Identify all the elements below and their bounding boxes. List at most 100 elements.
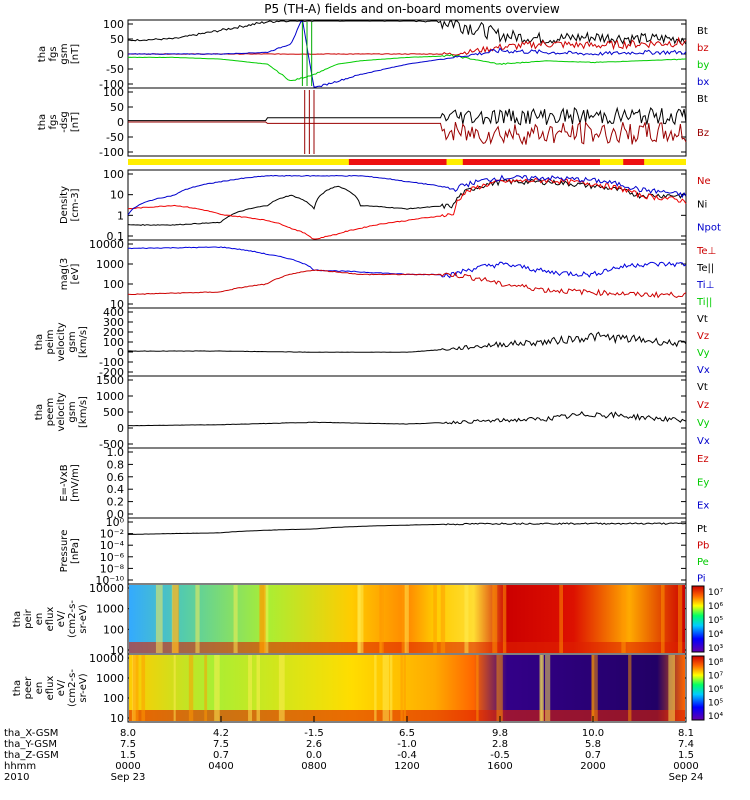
legend-entry: bx	[697, 77, 709, 88]
series-bx	[127, 20, 687, 88]
legend-entry: Pi	[697, 574, 706, 585]
x-axis-value: 7.4	[678, 739, 694, 750]
y-axis-label: [nT]	[70, 44, 81, 64]
spectrogram-streak	[248, 655, 253, 721]
y-tick-label: 0.6	[107, 471, 125, 484]
spectrogram-streak	[668, 655, 675, 721]
panel-density: 100 10 1 0.1 Density [cm-3] Ne Ni Npot	[59, 168, 721, 243]
y-tick-label: 10000	[89, 238, 124, 251]
spectrogram-streak	[389, 655, 393, 721]
spectrogram-streak	[476, 655, 479, 721]
y-axis-label: fgs	[48, 46, 59, 61]
legend-entry: Ti||	[696, 297, 712, 308]
y-tick-label: 100	[103, 692, 124, 705]
spectrogram-streak	[233, 585, 238, 653]
spectrogram-streak	[256, 655, 260, 721]
y-axis-label: [km/s]	[78, 326, 89, 358]
y-tick-label: 10000	[89, 652, 124, 665]
colorbar-tick-label: 10⁷	[708, 588, 723, 598]
y-tick-label: 10⁻⁸	[100, 562, 125, 575]
y-tick-label: 10	[110, 644, 124, 657]
y-tick-label: 0.4	[107, 483, 125, 496]
spectrogram-streak	[403, 655, 406, 721]
y-tick-label: 0	[117, 346, 124, 359]
spectrogram-streak	[502, 585, 507, 653]
spectrogram-streak	[382, 655, 389, 721]
spectrogram-streak	[358, 585, 364, 653]
y-axis-label: peim	[45, 329, 56, 354]
y-tick-label: 100	[103, 623, 124, 636]
series-ne	[127, 177, 687, 240]
y-tick-label: 0	[117, 48, 124, 61]
x-axis-value: 7.5	[213, 739, 229, 750]
colorbar-tick-label: 10⁵	[708, 616, 723, 626]
spectrogram-streak	[141, 655, 146, 721]
y-tick-label: 10000	[89, 582, 124, 595]
y-tick-label: 0	[117, 116, 124, 129]
y-axis-label: sr-eV)	[78, 604, 89, 633]
panel-peir: 10000 1000 100 10 tha peir en eflux eV/(cm2-s-sr…	[12, 582, 723, 657]
x-axis-value: 0400	[208, 761, 233, 772]
y-tick-label: 200	[103, 326, 124, 339]
colorbar-tick-label: 10⁵	[708, 699, 723, 709]
spectrogram-streak	[404, 585, 409, 653]
colorbar	[691, 655, 705, 721]
panel-frame	[127, 447, 687, 519]
y-tick-label: -50	[106, 63, 124, 76]
colorbar	[691, 585, 705, 653]
series-bz	[127, 36, 687, 56]
y-axis-label: [km/s]	[78, 396, 89, 428]
y-axis-label: velocity	[56, 322, 67, 361]
spectrogram-streak	[379, 585, 384, 653]
y-axis-label: (cm2-s-	[67, 669, 78, 707]
colorbar-tick-label: 10³	[708, 644, 723, 654]
spectrogram-streak	[540, 655, 544, 721]
spectrogram-band	[129, 710, 685, 721]
y-axis-label: tha	[37, 114, 48, 130]
colorbar-tick-label: 10⁴	[708, 630, 723, 640]
x-axis-value: 8.1	[678, 728, 694, 739]
y-axis-label: eV/	[56, 610, 67, 627]
legend-entry: Vy	[697, 348, 710, 359]
x-axis-value: 0.7	[213, 750, 229, 761]
spectrogram-streak	[195, 585, 200, 653]
y-tick-label: 10⁻⁴	[100, 539, 125, 552]
y-tick-label: 1000	[96, 390, 124, 403]
y-tick-label: 10⁻⁶	[100, 551, 125, 564]
x-axis-value: 2.6	[306, 739, 322, 750]
y-axis-label: tha	[12, 680, 23, 696]
y-axis-label: [nPa]	[70, 538, 81, 564]
y-axis-label: Density	[59, 186, 70, 224]
y-tick-label: 1.0	[107, 446, 125, 459]
y-tick-label: 0	[117, 422, 124, 435]
legend-entry: Vt	[697, 314, 708, 325]
y-tick-label: -500	[99, 438, 124, 451]
spectrogram-streak	[260, 585, 266, 653]
legend-entry: Pt	[697, 524, 707, 535]
legend-entry: Ex	[697, 501, 709, 512]
series-vt-peim	[127, 331, 687, 353]
x-axis-value: 7.5	[120, 739, 136, 750]
spectrogram-streak	[278, 655, 285, 721]
legend-entry: Bz	[697, 128, 709, 139]
y-tick-label: 100	[103, 86, 124, 99]
x-axis-value: 9.8	[492, 728, 508, 739]
legend-entry: Vx	[697, 436, 710, 447]
legend-entry: Bt	[697, 94, 708, 105]
spectrogram-streak	[559, 585, 564, 653]
legend-entry: Npot	[697, 223, 721, 234]
panel-frame	[127, 375, 687, 449]
spectrogram-streak	[496, 655, 503, 721]
series-field-component	[128, 106, 687, 126]
x-axis-value: -1.0	[397, 739, 417, 750]
spectrogram-streak	[155, 585, 163, 653]
legend-entry: Ey	[697, 477, 709, 488]
colorbar-tick-label: 10⁴	[708, 712, 723, 722]
legend-entry: Pb	[697, 541, 709, 552]
x-axis-value: 1.5	[678, 750, 694, 761]
y-tick-label: 50	[110, 101, 124, 114]
y-tick-label: -100	[99, 356, 124, 369]
spectrogram-streak	[214, 655, 220, 721]
x-axis-row-label: tha_X-GSM	[4, 728, 58, 739]
region-bar-segment	[348, 159, 447, 165]
